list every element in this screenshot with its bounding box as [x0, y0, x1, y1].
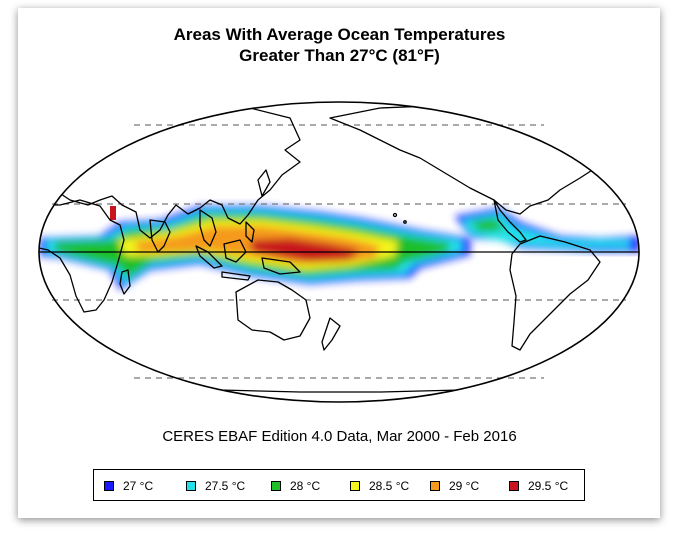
atlantic-warm-27-5	[462, 213, 630, 248]
legend-label-27: 27 °C	[123, 479, 154, 493]
legend-label-27-5: 27.5 °C	[205, 479, 246, 493]
globe-outline	[38, 101, 640, 403]
map-title-line-1: Areas With Average Ocean Temperatures	[173, 25, 506, 44]
data-source-caption: CERES EBAF Edition 4.0 Data, Mar 2000 - …	[162, 428, 517, 445]
graticule	[52, 124, 626, 379]
sumatra-outline	[195, 245, 223, 269]
eurasia-outline	[39, 107, 301, 239]
legend-swatch-27	[104, 481, 114, 491]
java-outline	[221, 271, 251, 281]
temperature-field	[40, 206, 639, 290]
india-outline	[149, 219, 171, 253]
legend-label-28: 28 °C	[290, 479, 321, 493]
legend-swatch-28	[271, 481, 281, 491]
australia-outline	[235, 279, 311, 341]
legend-label-29-5: 29.5 °C	[528, 479, 569, 493]
legend-swatch-28-5	[350, 481, 360, 491]
legend-swatch-29-5	[509, 481, 519, 491]
borneo-outline	[223, 239, 247, 263]
legend-swatch-29	[430, 481, 440, 491]
temperature-legend: 27 °C 27.5 °C 28 °C 28.5 °C 29 °C 29.5 °…	[93, 469, 585, 501]
legend-item-29-5: 29.5 °C	[509, 479, 568, 493]
legend-item-28-5: 28.5 °C	[350, 479, 409, 493]
madagascar-outline	[119, 269, 131, 295]
hawaii-dot	[392, 212, 398, 218]
legend-label-29: 29 °C	[449, 479, 480, 493]
new-guinea-outline	[261, 257, 301, 275]
legend-item-27: 27 °C	[104, 479, 153, 493]
map-title-line-2: Greater Than 27°C (81°F)	[239, 46, 440, 65]
legend-item-29: 29 °C	[430, 479, 479, 493]
legend-label-28-5: 28.5 °C	[369, 479, 410, 493]
japan-outline	[257, 169, 271, 197]
legend-item-27-5: 27.5 °C	[186, 479, 245, 493]
atlantic-warm-28	[470, 218, 505, 232]
legend-item-28: 28 °C	[271, 479, 320, 493]
greenland-outline	[539, 102, 601, 131]
new-zealand-outline	[321, 317, 341, 351]
legend-swatch-27-5	[186, 481, 196, 491]
south-america-outline	[509, 235, 601, 351]
africa-outline	[39, 199, 125, 313]
north-america-outline	[329, 105, 601, 215]
warm-band-29-5	[250, 238, 360, 262]
indochina-outline	[199, 209, 217, 247]
philippines-outline	[245, 221, 255, 243]
red-sea-warm	[110, 206, 116, 220]
central-america-outline	[493, 199, 527, 243]
antarctica-outline	[99, 371, 591, 393]
